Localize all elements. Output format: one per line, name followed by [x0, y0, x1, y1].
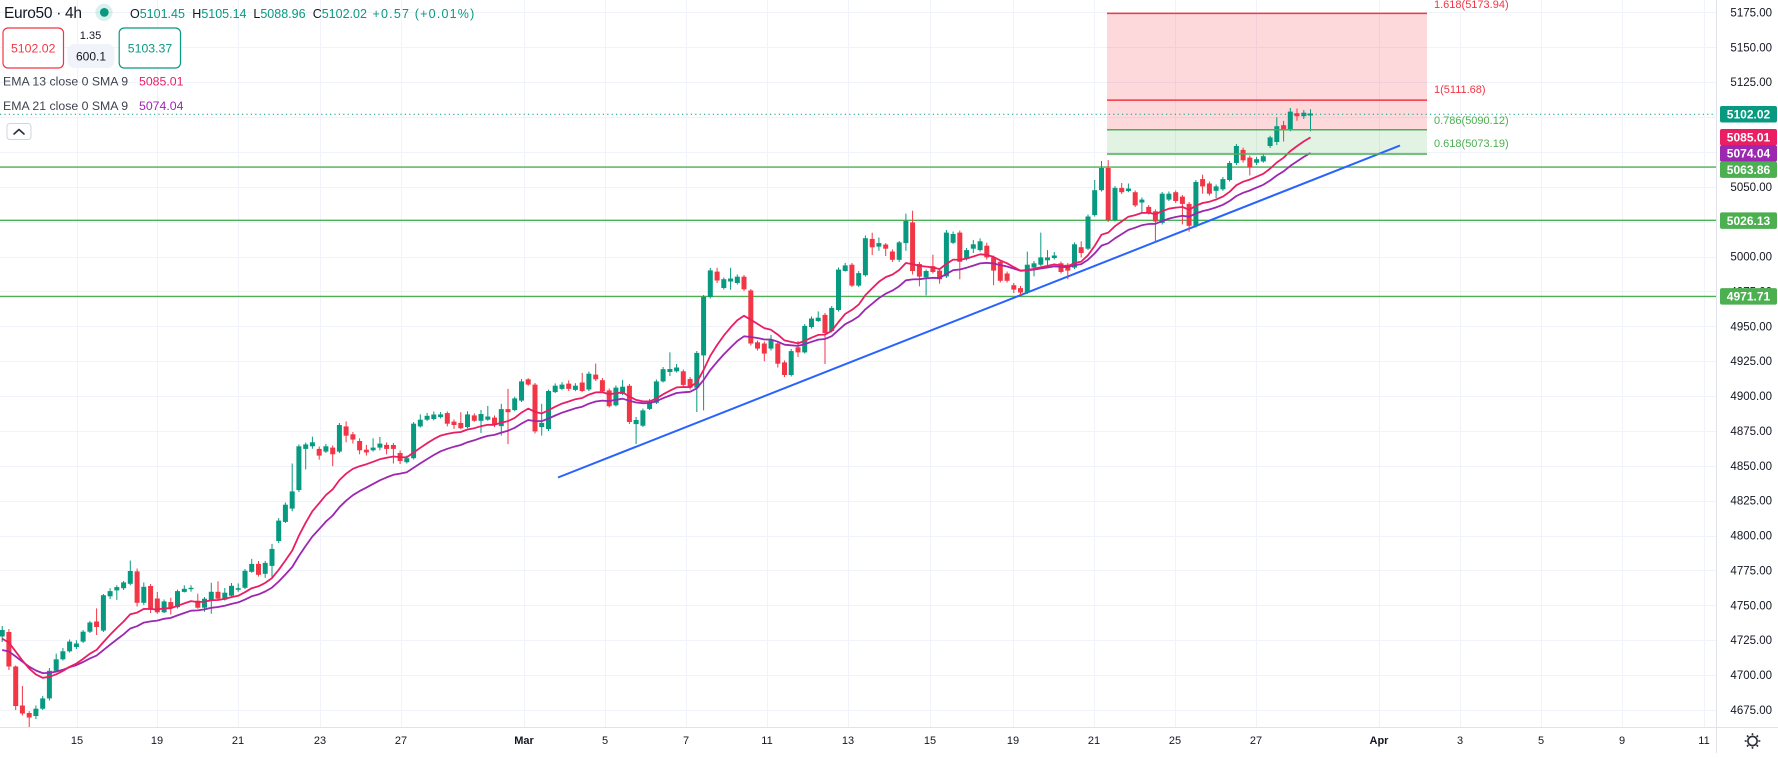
svg-text:Euro50 · 4h: Euro50 · 4h [4, 5, 82, 22]
svg-text:5063.86: 5063.86 [1727, 163, 1771, 177]
svg-text:Apr: Apr [1370, 735, 1390, 747]
svg-text:C5102.02: C5102.02 [313, 7, 367, 21]
svg-text:4775.00: 4775.00 [1730, 565, 1772, 577]
svg-text:5150.00: 5150.00 [1730, 42, 1772, 54]
svg-text:19: 19 [151, 735, 163, 747]
svg-text:4800.00: 4800.00 [1730, 531, 1772, 543]
svg-text:5074.04: 5074.04 [139, 99, 184, 113]
svg-text:27: 27 [1250, 735, 1262, 747]
svg-text:4875.00: 4875.00 [1730, 426, 1772, 438]
svg-text:4950.00: 4950.00 [1730, 321, 1772, 333]
svg-text:3: 3 [1457, 735, 1463, 747]
svg-text:5102.02: 5102.02 [1727, 107, 1771, 121]
svg-text:5125.00: 5125.00 [1730, 77, 1772, 89]
svg-text:15: 15 [71, 735, 83, 747]
svg-text:21: 21 [1088, 735, 1100, 747]
svg-text:4750.00: 4750.00 [1730, 600, 1772, 612]
svg-text:EMA 21 close 0 SMA 9: EMA 21 close 0 SMA 9 [3, 99, 128, 113]
svg-text:L5088.96: L5088.96 [253, 7, 305, 21]
svg-text:5175.00: 5175.00 [1730, 7, 1772, 19]
svg-text:5103.37: 5103.37 [128, 42, 173, 56]
svg-text:4971.71: 4971.71 [1727, 290, 1771, 304]
svg-text:0.618(5073.19): 0.618(5073.19) [1434, 138, 1509, 150]
svg-text:4925.00: 4925.00 [1730, 356, 1772, 368]
svg-text:13: 13 [842, 735, 854, 747]
svg-text:1(5111.68): 1(5111.68) [1434, 84, 1486, 96]
svg-text:1.618(5173.94): 1.618(5173.94) [1434, 0, 1509, 11]
svg-text:600.1: 600.1 [76, 50, 106, 64]
svg-text:5102.02: 5102.02 [11, 42, 56, 56]
svg-text:4900.00: 4900.00 [1730, 391, 1772, 403]
svg-text:11: 11 [1698, 735, 1709, 747]
svg-text:4700.00: 4700.00 [1730, 670, 1772, 682]
svg-text:19: 19 [1007, 735, 1019, 747]
svg-text:4850.00: 4850.00 [1730, 461, 1772, 473]
svg-text:4675.00: 4675.00 [1730, 705, 1772, 717]
svg-text:1.35: 1.35 [80, 30, 101, 42]
svg-text:5085.01: 5085.01 [139, 75, 184, 89]
svg-text:5: 5 [1538, 735, 1544, 747]
svg-text:15: 15 [924, 735, 936, 747]
svg-text:H5105.14: H5105.14 [192, 7, 246, 21]
svg-text:Mar: Mar [514, 735, 534, 747]
svg-text:O5101.45: O5101.45 [130, 7, 185, 21]
svg-text:25: 25 [1169, 735, 1181, 747]
svg-text:5026.13: 5026.13 [1727, 214, 1771, 228]
svg-text:21: 21 [232, 735, 244, 747]
svg-text:5000.00: 5000.00 [1730, 252, 1772, 264]
svg-text:EMA 13 close 0 SMA 9: EMA 13 close 0 SMA 9 [3, 75, 128, 89]
svg-text:4725.00: 4725.00 [1730, 635, 1772, 647]
svg-text:0.786(5090.12): 0.786(5090.12) [1434, 115, 1509, 127]
svg-text:5: 5 [602, 735, 608, 747]
svg-text:5050.00: 5050.00 [1730, 182, 1772, 194]
svg-text:5074.04: 5074.04 [1727, 147, 1771, 161]
svg-text:23: 23 [314, 735, 326, 747]
svg-text:5085.01: 5085.01 [1727, 130, 1771, 144]
svg-text:27: 27 [395, 735, 407, 747]
svg-text:4825.00: 4825.00 [1730, 496, 1772, 508]
svg-text:+0.57 (+0.01%): +0.57 (+0.01%) [373, 7, 476, 21]
svg-text:11: 11 [761, 735, 772, 747]
svg-text:9: 9 [1619, 735, 1625, 747]
svg-text:7: 7 [683, 735, 689, 747]
